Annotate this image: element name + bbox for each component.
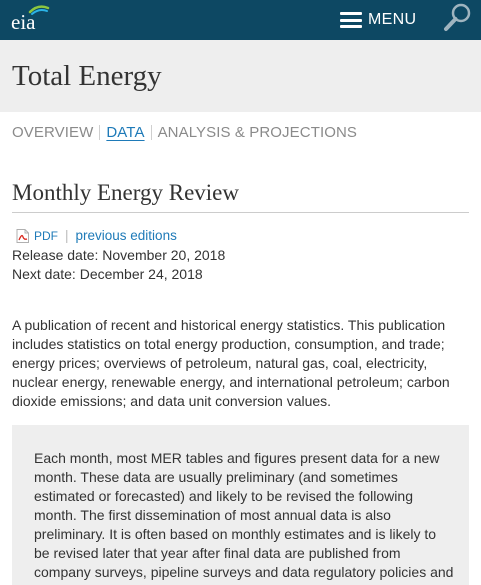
eia-logo[interactable]: eia (10, 3, 54, 35)
next-release-date: Next date: December 24, 2018 (12, 266, 203, 282)
title-band: Total Energy (0, 40, 481, 112)
publication-links: PDF | previous editions (16, 228, 177, 243)
pdf-link[interactable]: PDF (34, 228, 58, 243)
svg-text:eia: eia (11, 10, 36, 34)
search-icon[interactable] (443, 2, 473, 32)
hamburger-icon (340, 12, 362, 28)
link-separator: | (65, 228, 69, 243)
menu-button[interactable]: MENU (340, 8, 416, 32)
release-date: Release date: November 20, 2018 (12, 247, 226, 263)
tab-analysis-projections[interactable]: ANALYSIS & PROJECTIONS (157, 124, 358, 141)
publication-description: A publication of recent and historical e… (12, 317, 450, 409)
tab-data[interactable]: DATA (106, 124, 145, 141)
tab-divider (99, 125, 101, 140)
notice-text: Each month, most MER tables and figures … (34, 450, 454, 585)
section-title: Monthly Energy Review (12, 180, 239, 205)
tab-overview[interactable]: OVERVIEW (12, 124, 94, 141)
previous-editions-link[interactable]: previous editions (75, 228, 177, 243)
section-divider (12, 212, 469, 213)
pdf-icon[interactable] (16, 228, 29, 243)
section-tabs: OVERVIEW DATA ANALYSIS & PROJECTIONS (12, 124, 357, 141)
top-navigation-bar: eia MENU (0, 0, 481, 40)
tab-divider (150, 125, 152, 140)
menu-label: MENU (368, 11, 417, 28)
page-title: Total Energy (12, 60, 162, 92)
data-revision-notice: Each month, most MER tables and figures … (12, 425, 469, 585)
